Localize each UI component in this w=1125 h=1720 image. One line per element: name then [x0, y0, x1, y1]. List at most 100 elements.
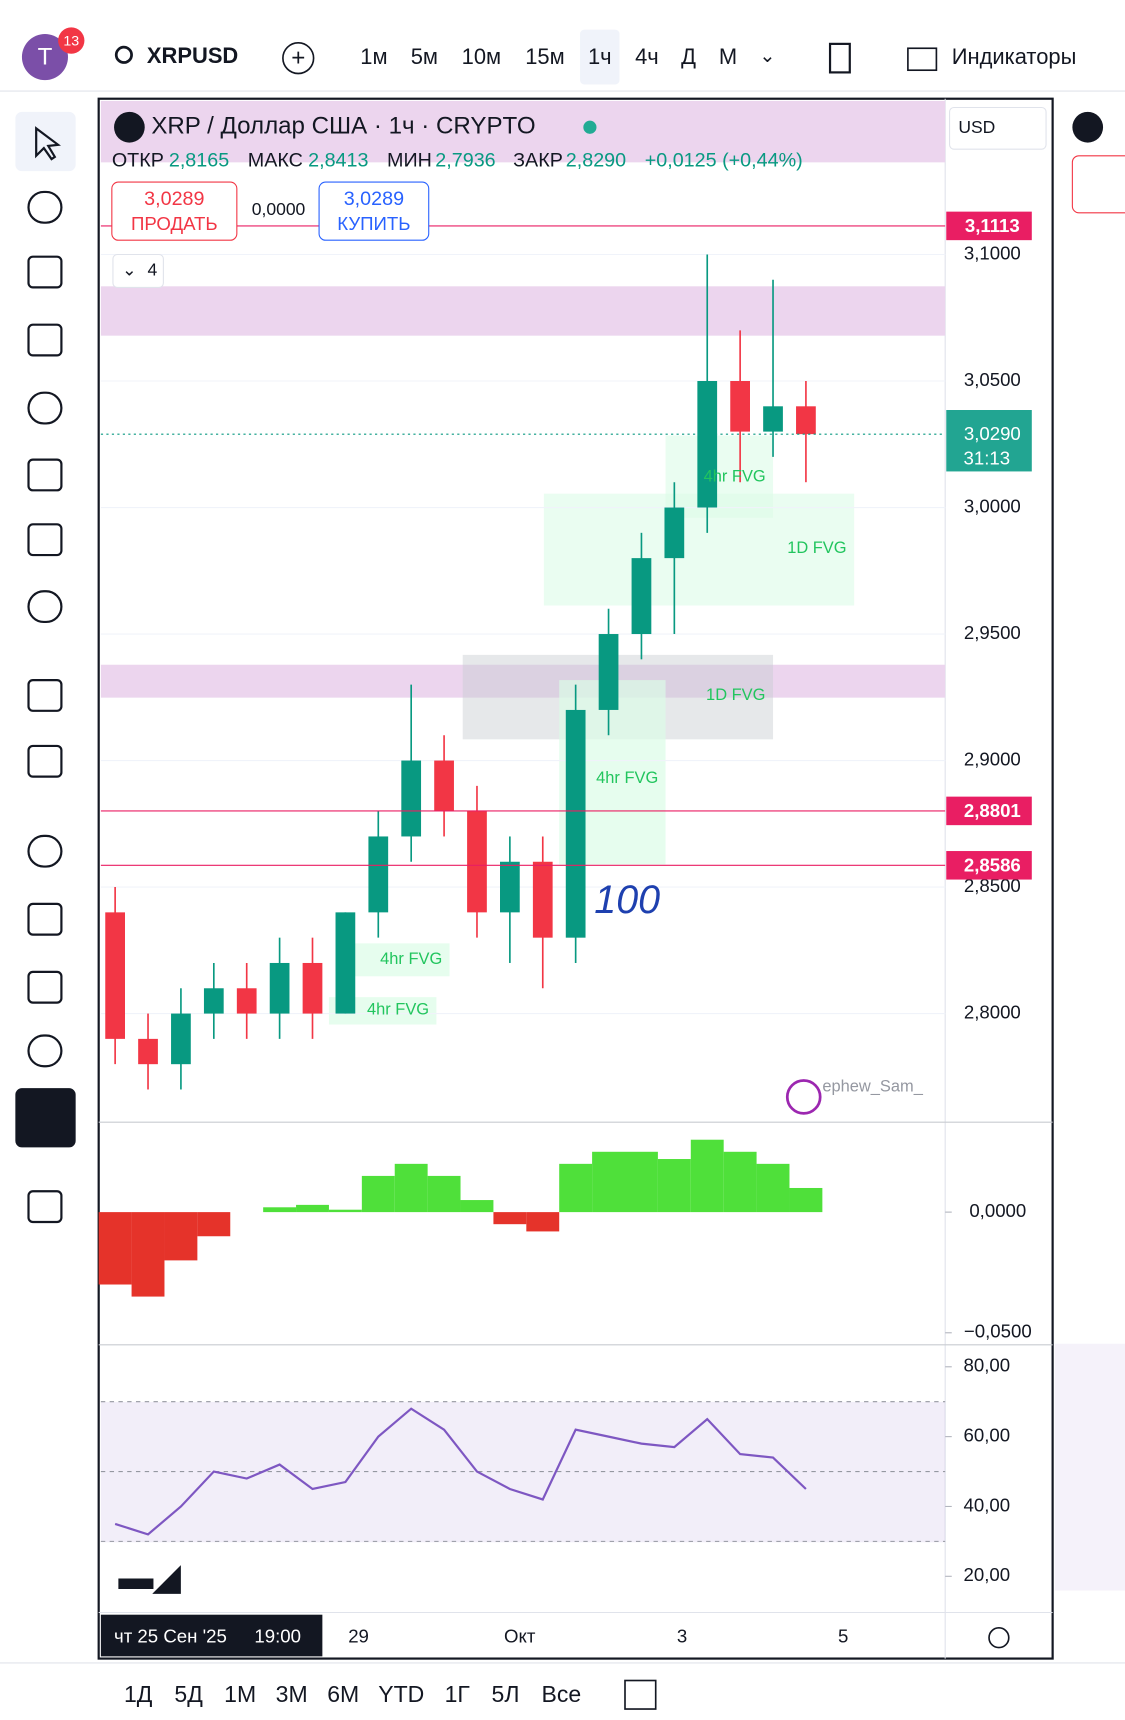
badge: [58, 27, 85, 54]
range-button[interactable]: 3М: [276, 1681, 308, 1707]
rsi-line: [114, 1407, 807, 1536]
interval[interactable]: Д: [681, 44, 696, 69]
candle-body: [401, 760, 422, 837]
watermark-logo: [785, 1079, 822, 1115]
legend-title[interactable]: XRP / Доллар США · 1ч · CRYPTO: [151, 113, 535, 140]
buy-price: 3,0289: [344, 188, 404, 210]
range-button[interactable]: Все: [542, 1681, 582, 1707]
histogram-bar: [361, 1175, 395, 1213]
interval[interactable]: 10м: [462, 44, 501, 69]
ohlc-change: +0,0125 (+0,44%): [645, 149, 803, 171]
chart-type-icon[interactable]: [828, 42, 851, 74]
tool-icon[interactable]: [27, 1034, 63, 1068]
indicator-count: 4: [148, 260, 158, 280]
tool-icon[interactable]: [27, 902, 63, 936]
badge-count: 13: [63, 33, 79, 49]
indicators-button[interactable]: Индикаторы: [952, 44, 1077, 69]
avatar[interactable]: [21, 34, 68, 81]
candle-body: [105, 912, 125, 1039]
cursor-tool-bg[interactable]: [15, 111, 76, 172]
fvg-zone: [665, 435, 774, 518]
range-button[interactable]: 1М: [224, 1681, 256, 1707]
coin-logo: [114, 111, 145, 143]
last-price-bg: [946, 410, 1032, 472]
add-symbol[interactable]: [282, 41, 315, 75]
histogram-bar: [690, 1139, 724, 1213]
y-tick-label: 3,0500: [964, 369, 1021, 390]
ranges: 1Д 5Д 1М 3М 6М YTD 1Г 5Л Все: [124, 1681, 581, 1707]
candle-body: [236, 988, 257, 1014]
candle-body: [796, 406, 816, 435]
left-toolbar: [27, 126, 63, 1224]
coin-logo: [1072, 111, 1104, 143]
currency-select[interactable]: [949, 106, 1047, 150]
ohlc-label: МАКС: [248, 149, 303, 171]
tool-icon[interactable]: [27, 679, 63, 712]
candle-body: [302, 962, 323, 1014]
interval[interactable]: 4ч: [635, 44, 659, 69]
fvg-label: 4hr FVG: [596, 769, 658, 787]
histogram-bar: [460, 1200, 494, 1213]
interval[interactable]: 15м: [525, 44, 564, 69]
tool-icon[interactable]: [27, 970, 63, 1004]
candle-body: [269, 962, 290, 1014]
range-button[interactable]: 6М: [327, 1681, 359, 1707]
tool-icon[interactable]: [27, 391, 63, 425]
tool-icon[interactable]: [27, 255, 63, 289]
range-button[interactable]: 1Г: [445, 1681, 471, 1707]
date-range-icon[interactable]: [624, 1679, 657, 1710]
tool-icon[interactable]: [27, 834, 63, 868]
buy-button[interactable]: [318, 181, 430, 241]
interval[interactable]: 1ч: [588, 44, 612, 69]
y-tick-label: 20,00: [964, 1564, 1011, 1585]
range-button[interactable]: YTD: [378, 1681, 424, 1707]
link-tool[interactable]: [15, 1088, 76, 1148]
histogram-bar: [592, 1151, 625, 1213]
collapse-button[interactable]: [112, 253, 164, 288]
histogram-bar: [164, 1212, 198, 1261]
more-intervals[interactable]: ⌄: [759, 45, 776, 67]
ohlc-label: МИН: [387, 149, 432, 171]
tool-icon[interactable]: [27, 590, 63, 624]
sell-price: 3,0289: [144, 188, 204, 210]
second-chart: [1054, 98, 1125, 1659]
range-button[interactable]: 1Д: [124, 1681, 153, 1707]
tool-icon[interactable]: [27, 1190, 63, 1224]
tool-icon[interactable]: [27, 323, 63, 357]
watermark: ephew_Sam_: [822, 1077, 923, 1095]
symbol[interactable]: XRPUSD: [147, 43, 238, 68]
histogram-bar: [197, 1212, 231, 1237]
crosshair-time-bg: [100, 1614, 323, 1657]
interval[interactable]: 5м: [411, 44, 438, 69]
sell-label: ПРОДАТЬ: [131, 213, 218, 234]
y-tick-label: 0,0000: [969, 1200, 1026, 1221]
candle-body: [138, 1038, 158, 1065]
grid: [100, 253, 952, 1577]
ohlc-value: 2,7936: [435, 149, 495, 171]
sell-button-2[interactable]: [1071, 155, 1125, 214]
candle-body: [730, 381, 750, 432]
time-label: 29: [348, 1626, 369, 1647]
y-tick-label: 80,00: [964, 1355, 1011, 1376]
range-button[interactable]: 5Д: [174, 1681, 203, 1707]
settings-icon[interactable]: [988, 1627, 1010, 1649]
interval[interactable]: М: [719, 44, 737, 69]
tool-icon[interactable]: [27, 458, 63, 492]
histogram-bar: [131, 1212, 165, 1297]
interval[interactable]: 1м: [360, 44, 387, 69]
currency: USD: [958, 117, 995, 137]
tool-icon[interactable]: [27, 190, 63, 224]
y-tick-label: 3,1000: [964, 242, 1021, 263]
intervals: 1м 5м 10м 15м 1ч 4ч Д М: [360, 29, 737, 85]
ohlc-value: 2,8413: [308, 149, 368, 171]
tool-icon[interactable]: [27, 744, 63, 778]
buy-label: КУПИТЬ: [337, 213, 410, 234]
chart-frame: [97, 97, 1054, 1660]
range-button[interactable]: 5Л: [492, 1681, 520, 1707]
tool-icon[interactable]: [27, 523, 63, 557]
rsi-band: [1054, 1343, 1125, 1591]
sell-button[interactable]: [111, 181, 238, 241]
histogram-bar: [296, 1204, 329, 1213]
